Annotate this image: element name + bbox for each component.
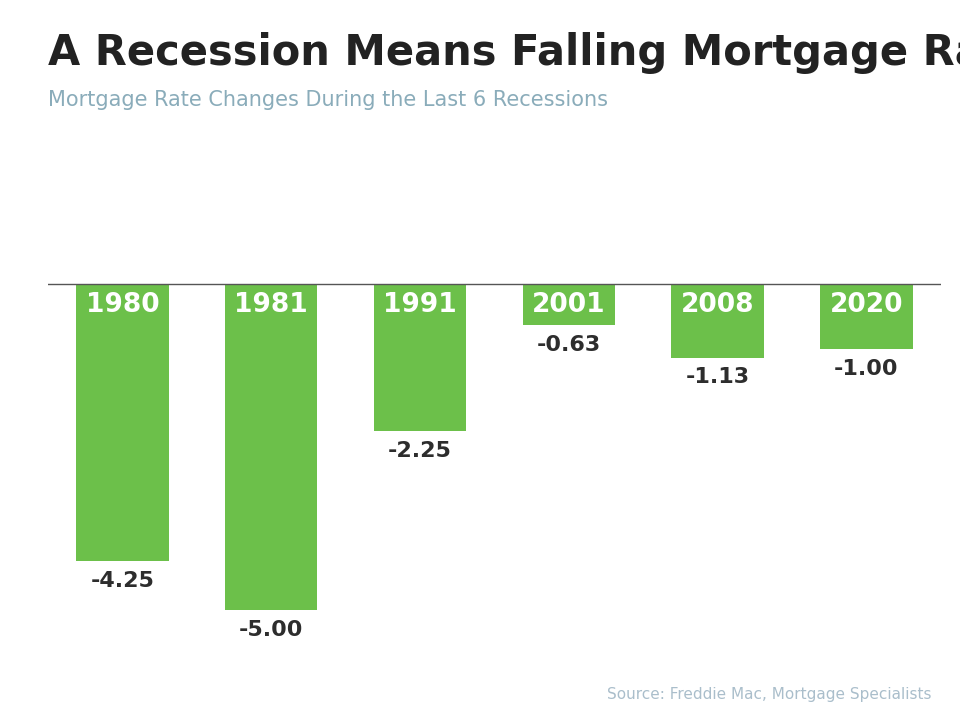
Text: -1.13: -1.13 [685, 367, 750, 387]
Text: Mortgage Rate Changes During the Last 6 Recessions: Mortgage Rate Changes During the Last 6 … [48, 90, 608, 110]
Text: 1981: 1981 [234, 292, 308, 318]
Text: 1980: 1980 [85, 292, 159, 318]
Text: 2001: 2001 [532, 292, 606, 318]
Text: -4.25: -4.25 [90, 571, 155, 591]
Bar [225, 284, 318, 610]
Text: -1.00: -1.00 [834, 359, 899, 379]
Text: -5.00: -5.00 [239, 620, 303, 640]
Text: 2020: 2020 [829, 292, 903, 318]
Bar [820, 284, 913, 349]
Bar [522, 284, 615, 325]
Bar [671, 284, 764, 358]
Text: -2.25: -2.25 [388, 441, 452, 461]
Text: Source: Freddie Mac, Mortgage Specialists: Source: Freddie Mac, Mortgage Specialist… [607, 687, 931, 702]
Bar [373, 284, 467, 431]
Bar [76, 284, 169, 562]
Text: 2008: 2008 [681, 292, 755, 318]
Text: 1991: 1991 [383, 292, 457, 318]
Text: -0.63: -0.63 [537, 335, 601, 355]
Text: A Recession Means Falling Mortgage Rates: A Recession Means Falling Mortgage Rates [48, 32, 960, 74]
